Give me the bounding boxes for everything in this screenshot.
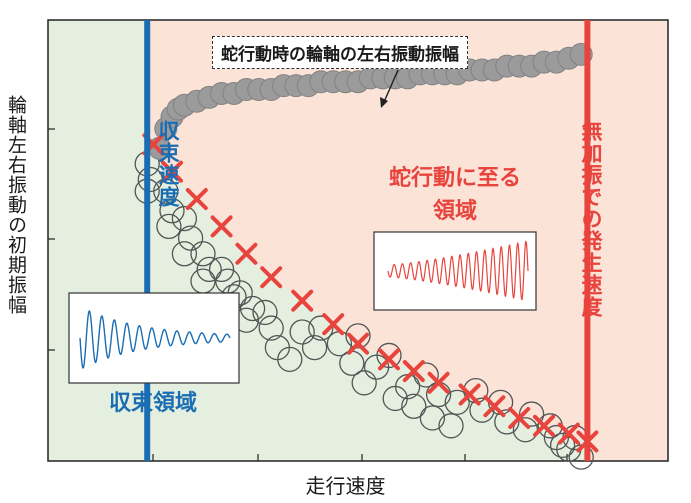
high-speed-region-bg: [587, 20, 668, 461]
amplitude-callout: 蛇行動時の輪軸の左右振動振幅: [212, 36, 468, 69]
onset-speed-label: 無加振での発生速度: [579, 120, 603, 318]
convergence-region-bg: [48, 20, 148, 461]
open-circle-point: [376, 342, 402, 369]
cross-point: [185, 188, 208, 211]
cross-point: [235, 242, 258, 265]
open-circle-point: [469, 397, 495, 423]
open-circle-point: [308, 315, 334, 341]
open-circle-point: [156, 213, 182, 240]
cross-point: [378, 348, 400, 371]
open-circle-point: [252, 299, 278, 326]
convergence-speed-label: 収束速度: [156, 120, 180, 208]
open-circle-point: [208, 256, 235, 283]
open-circle-point: [289, 319, 315, 345]
open-circle-point: [444, 389, 470, 416]
convergence-region-label: 収束領域: [108, 391, 197, 416]
open-circle-point: [277, 346, 303, 372]
callout-arrow-head: [380, 97, 388, 108]
cross-point: [161, 160, 183, 183]
cross-point: [557, 422, 580, 445]
open-circle-point: [159, 198, 185, 224]
cross-point: [427, 371, 450, 394]
cross-point: [458, 383, 481, 406]
open-circle-point: [177, 225, 204, 251]
hunting-waveform: [387, 240, 529, 301]
open-circle-point: [494, 409, 520, 435]
open-circle-point: [239, 295, 266, 322]
plot-frame: [47, 19, 669, 462]
open-circle-point: [419, 405, 446, 431]
cross-point: [322, 313, 345, 336]
open-circle-point: [196, 256, 222, 283]
open-circle-point: [190, 241, 216, 267]
hunting-region-label: 蛇行動に至る領域: [388, 166, 521, 224]
cross-point: [533, 414, 555, 437]
cross-point: [402, 360, 425, 383]
convergence-region-wedge: [147, 144, 588, 462]
open-circle-point: [549, 432, 576, 459]
callout-arrow-line: [383, 69, 399, 103]
open-circle-point: [345, 323, 371, 349]
open-circle-point: [401, 393, 427, 419]
cross-point: [260, 266, 283, 289]
cross-point: [508, 406, 531, 429]
open-circle-point: [301, 334, 328, 361]
open-circle-point: [171, 205, 198, 232]
open-circle-point: [351, 370, 377, 396]
cross-point: [210, 215, 233, 238]
cross-point: [291, 289, 314, 312]
open-circle-point: [438, 413, 464, 439]
open-circle-point: [518, 401, 545, 427]
open-circle-point: [171, 241, 198, 267]
convergence-waveform: [79, 310, 231, 369]
cross-point: [347, 332, 369, 355]
x-axis-label: 走行速度: [305, 474, 386, 498]
convergence-inset: [68, 292, 240, 384]
open-circle-point: [258, 315, 284, 341]
y-axis-label: 輪軸左右振動の初期振幅: [5, 95, 27, 315]
open-circle-point: [413, 362, 439, 388]
cross-point: [483, 395, 506, 418]
